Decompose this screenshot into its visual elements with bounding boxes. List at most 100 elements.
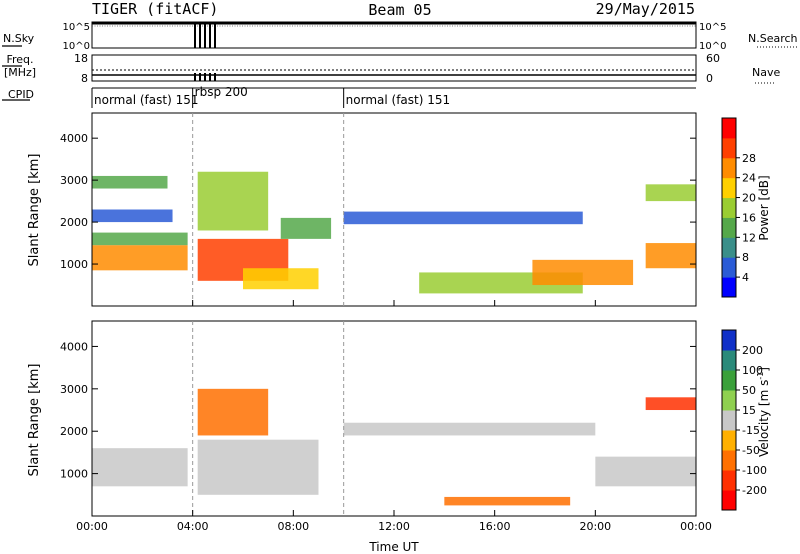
colorbar-swatch (722, 217, 736, 238)
colorbar-tick-label: 50 (742, 384, 756, 397)
velocity-ylabel: Slant Range [km] (27, 364, 42, 477)
colorbar-tick-label: 200 (742, 344, 763, 357)
colorbar-tick-label: -200 (742, 484, 767, 497)
colorbar-tick-label: 15 (742, 404, 756, 417)
velocity-colorbar-label-main: Velocity [m s (757, 380, 771, 457)
y-tick-label: 3000 (60, 383, 88, 396)
velocity-colorbar-label-sup: -1 (756, 372, 765, 380)
heatmap-region (595, 456, 696, 487)
heatmap-region (645, 397, 696, 411)
colorbar-tick-label: 100 (742, 364, 763, 377)
panel-frame (91, 320, 697, 517)
freq-rbsp-bars (194, 73, 216, 81)
power-colorbar-label: Power [dB] (757, 175, 771, 240)
heatmap-region (197, 439, 319, 495)
freq-tick-bottom: 8 (81, 72, 88, 85)
colorbar-swatch (722, 490, 736, 511)
colorbar-swatch (722, 390, 736, 411)
colorbar-swatch (722, 257, 736, 278)
y-tick-label: 4000 (60, 132, 88, 145)
colorbar-swatch (722, 350, 736, 371)
heatmap-region (280, 217, 332, 239)
colorbar-tick-label: -50 (742, 444, 760, 457)
velocity-panel: 1000 2000 3000 4000 00:00 04:00 08:00 12:00 16:0… (60, 320, 712, 533)
colorbar-swatch (722, 370, 736, 391)
colorbar-tick-label: 28 (742, 152, 756, 165)
beam-title: Beam 05 (368, 1, 431, 19)
noise-tick-right-bottom: 10^0 (699, 41, 726, 52)
power-ylabel: Slant Range [km] (27, 154, 42, 267)
y-tick-label: 1000 (60, 468, 88, 481)
noise-tick-left-top: 10^5 (63, 22, 90, 33)
date-title: 29/May/2015 (596, 0, 695, 18)
x-axis-label: Time UT (368, 540, 419, 554)
colorbar-swatch (722, 330, 736, 351)
y-tick-label: 4000 (60, 340, 88, 353)
heatmap-region (645, 243, 696, 269)
x-tick-label: 16:00 (479, 520, 511, 533)
colorbar-swatch (722, 177, 736, 199)
colorbar-tick-label: 4 (742, 271, 749, 284)
x-tick-label: 20:00 (579, 520, 611, 533)
cpid-label: CPID (8, 88, 34, 101)
colorbar-tick-label: 24 (742, 172, 756, 185)
heatmap-region (532, 259, 634, 286)
y-tick-label: 1000 (60, 258, 88, 271)
heatmap-region (92, 175, 168, 189)
cpid-segment-label: rbsp 200 (195, 85, 248, 99)
cpid-segment-label: normal (fast) 151 (346, 93, 450, 107)
power-panel: 1000 2000 3000 4000 (60, 112, 697, 307)
freq-tick-top: 18 (74, 52, 88, 65)
heatmap-region (197, 171, 269, 231)
freq-label-line2: [MHz] (4, 66, 36, 79)
colorbar-frame (721, 117, 737, 298)
freq-label-line1: Freq. (6, 53, 33, 66)
colorbar-swatch (722, 197, 736, 218)
heatmap-region (343, 211, 583, 225)
heatmap-region (444, 496, 571, 506)
cpid-segment-label: normal (fast) 151 (94, 93, 198, 107)
nave-tick-bottom: 0 (706, 72, 713, 85)
frequency-strip: Freq. [MHz] 18 8 60 0 Nave (2, 52, 780, 85)
heatmap-region (92, 209, 173, 223)
nsky-label: N.Sky (3, 32, 35, 45)
heatmap-region (343, 422, 596, 436)
colorbar-tick-label: 12 (742, 231, 756, 244)
colorbar-swatch (722, 410, 736, 431)
colorbar-tick-label: -100 (742, 464, 767, 477)
y-tick-label: 2000 (60, 425, 88, 438)
x-tick-label: 00:00 (76, 520, 108, 533)
heatmap-region (92, 245, 188, 271)
colorbar-swatch (722, 470, 736, 491)
noise-tick-left-bottom: 10^0 (63, 41, 90, 52)
power-colorbar: 4 8 12 16 20 24 28 (721, 117, 756, 298)
heatmap-region (92, 448, 188, 487)
velocity-colorbar: 200 100 50 15 -15 -50 -100 -200 (721, 329, 767, 511)
colorbar-swatch (722, 277, 736, 298)
x-tick-label: 04:00 (177, 520, 209, 533)
colorbar-swatch (722, 430, 736, 451)
noise-strip: N.Sky 10^5 10^0 10^5 10^0 N.Search (2, 21, 798, 52)
heatmap-region (197, 388, 269, 436)
x-tick-label: 08:00 (277, 520, 309, 533)
colorbar-tick-label: 8 (742, 251, 749, 264)
heatmap-region (92, 232, 188, 246)
x-tick-label: 12:00 (378, 520, 410, 533)
nsearch-label: N.Search (748, 32, 798, 45)
heatmap-region (243, 268, 319, 290)
x-tick-label: 00:00 (680, 520, 712, 533)
noise-rbsp-bars (194, 24, 216, 48)
velocity-colorbar-label: Velocity [m s-1] (756, 367, 771, 457)
colorbar-frame (721, 329, 737, 511)
heatmap-region (645, 184, 696, 202)
colorbar-swatch (722, 237, 736, 258)
velocity-colorbar-label-end: ] (757, 367, 771, 372)
y-tick-label: 3000 (60, 174, 88, 187)
nave-tick-top: 60 (706, 52, 720, 65)
colorbar-swatch (722, 450, 736, 471)
y-tick-label: 2000 (60, 216, 88, 229)
colorbar-tick-label: 16 (742, 211, 756, 224)
colorbar-swatch (722, 118, 736, 139)
colorbar-swatch (722, 157, 736, 179)
